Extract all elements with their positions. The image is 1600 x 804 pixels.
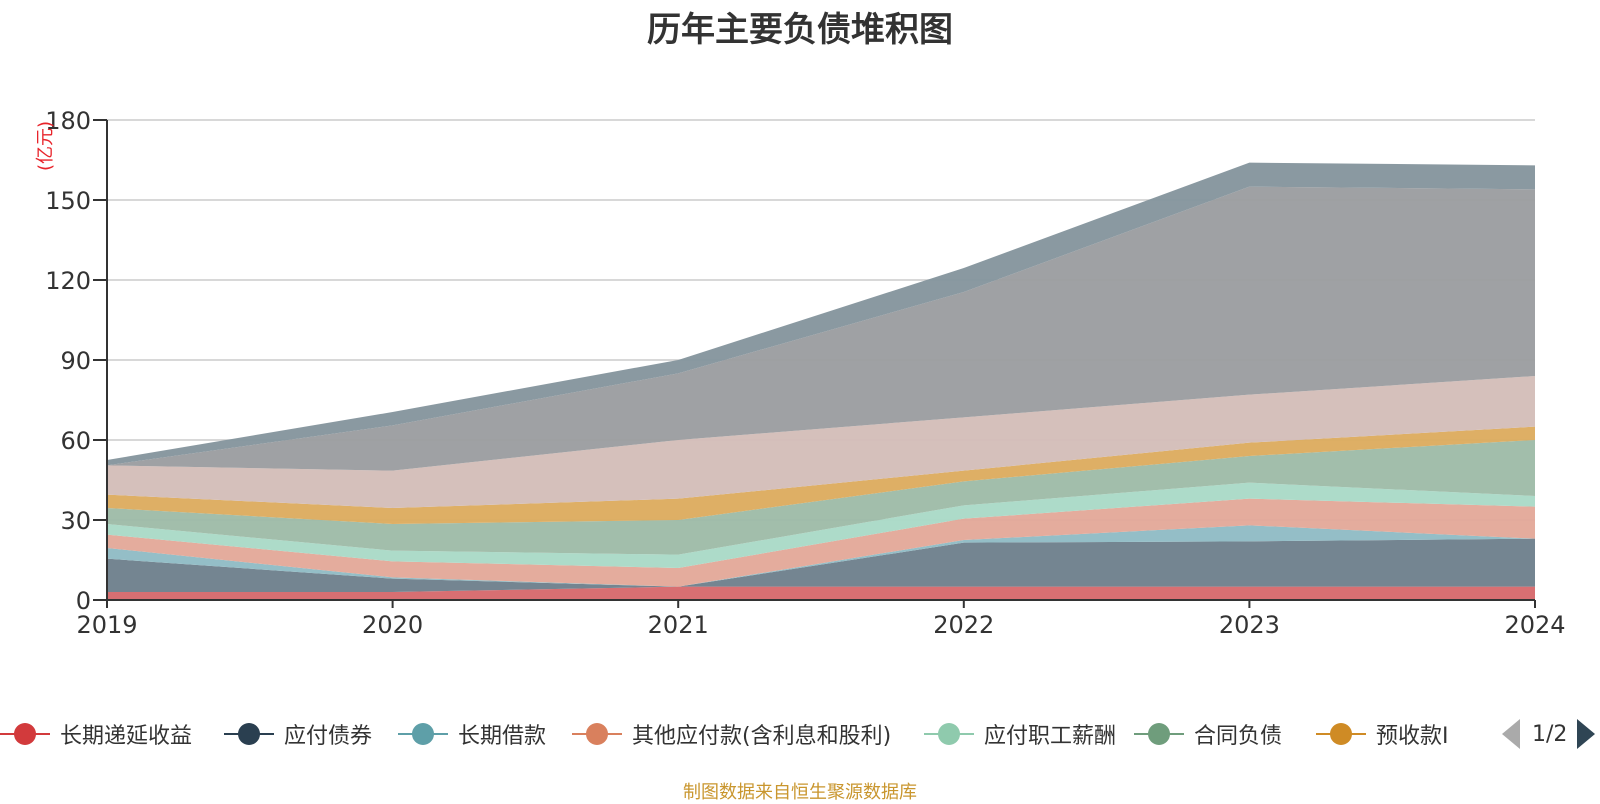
y-tick-label-6: 180 [45,107,91,135]
area-series-4[interactable]: 应付职工薪酬 [107,482,1535,568]
area-series-9[interactable]: 短期借款 [107,162,1535,466]
stacked-areas: 长期递延收益应付债券长期借款其他应付款(含利息和股利)应付职工薪酬合同负债预收款… [107,162,1535,600]
legend-item-label: 应付债券 [284,724,373,749]
legend-item-0[interactable]: 长期递延收益 [0,716,192,752]
legend-next-icon[interactable] [1577,719,1596,749]
y-tick-label-4: 120 [45,267,91,295]
chart-title: 历年主要负债堆积图 [647,10,953,50]
legend-marker-icon [398,723,448,745]
legend-item-label: 长期借款 [458,724,547,749]
x-tick-label-4: 2023 [1219,611,1280,639]
legend-item-label: 合同负债 [1194,724,1283,749]
legend-item-label: 预收款I [1376,724,1449,749]
legend-item-label: 其他应付款(含利息和股利) [632,724,892,749]
legend-marker-icon [1316,723,1366,745]
y-axis-ticks: 0 30 60 90 120 150 180 [45,107,107,615]
legend-item-1[interactable]: 应付债券 [224,716,372,752]
legend-marker-icon [572,723,622,745]
legend-prev-icon[interactable] [1502,719,1520,749]
legend-item-label: 应付职工薪酬 [984,724,1117,749]
chart-canvas: 长期递延收益应付债券长期借款其他应付款(含利息和股利)应付职工薪酬合同负债预收款… [35,107,1566,639]
area-series-2[interactable]: 长期借款 [107,525,1535,587]
x-tick-label-3: 2022 [933,611,994,639]
legend-item-5[interactable]: 合同负债 [1134,716,1282,752]
area-series-6[interactable]: 预收款项 [107,426,1535,524]
x-tick-label-2: 2021 [648,611,709,639]
legend-marker-icon [0,723,50,745]
legend-item-label: 长期递延收益 [60,724,193,749]
x-tick-label-0: 2019 [76,611,137,639]
legend-item-3[interactable]: 其他应付款(含利息和股利) [572,716,891,752]
legend-marker-icon [224,723,274,745]
x-tick-label-1: 2020 [362,611,423,639]
data-source-note: 制图数据来自恒生聚源数据库 [683,782,917,803]
legend-item-6[interactable]: 预收款I [1316,716,1449,752]
y-tick-label-0: 0 [76,587,91,615]
legend-marker-icon [1134,723,1184,745]
legend-page-indicator: 1/2 [1532,721,1568,747]
legend-marker-icon [924,723,974,745]
y-tick-label-2: 60 [60,427,91,455]
legend-item-4[interactable]: 应付职工薪酬 [924,716,1116,752]
area-series-1[interactable]: 应付债券 [107,538,1535,592]
y-axis-unit: (亿元) [35,121,56,171]
area-series-8[interactable]: 应付票据 [107,186,1535,471]
legend-item-2[interactable]: 长期借款 [398,716,546,752]
x-tick-label-5: 2024 [1504,611,1565,639]
y-tick-label-3: 90 [60,347,91,375]
legend: 长期递延收益 应付债券 长期借款 其他应付款(含利息和股利) 应付职工薪酬 合同负债 预收款… [0,716,1600,752]
x-axis-ticks: 2019 2020 2021 2022 2023 2024 [76,600,1566,639]
y-tick-label-1: 30 [60,507,91,535]
area-series-7[interactable]: 应付账款 [107,376,1535,508]
area-series-0[interactable]: 长期递延收益 [107,586,1535,600]
y-tick-label-5: 150 [45,187,91,215]
area-series-3[interactable]: 其他应付款(含利息和股利) [107,498,1535,587]
area-series-5[interactable]: 合同负债 [107,440,1535,555]
legend-pager: 1/2 [1502,716,1596,752]
